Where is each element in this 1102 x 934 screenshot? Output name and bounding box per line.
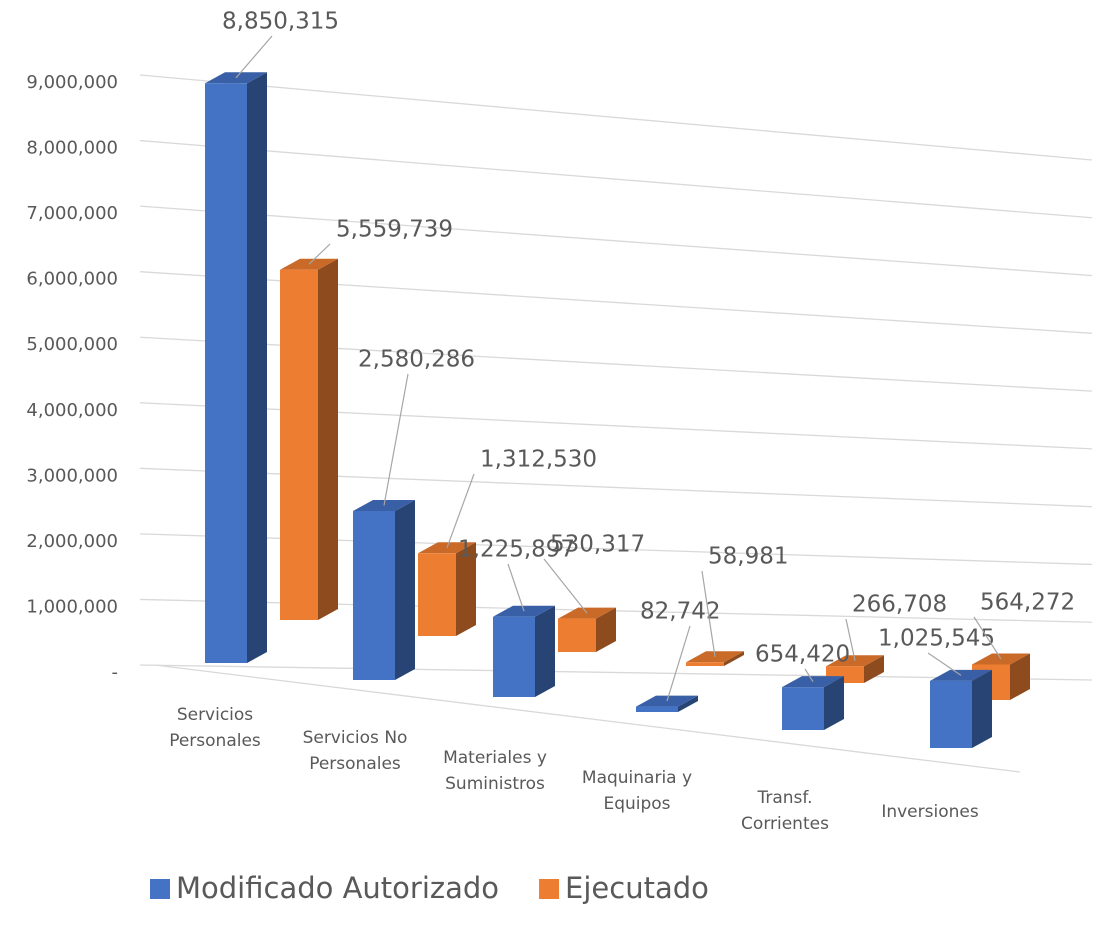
x-tick-label: Servicios [177,705,253,725]
y-tick-label: 1,000,000 [26,596,118,617]
bar [353,510,395,680]
x-tick-label: Corrientes [741,814,829,834]
bar-side [395,499,415,680]
legend-swatch [539,879,560,899]
y-tick-label: - [112,662,119,683]
x-tick-label: Equipos [603,794,670,814]
x-tick-label: Suministros [445,774,545,794]
x-tick-label: Servicios No [303,728,408,748]
bar-side [535,605,555,697]
leader-line [845,618,856,661]
grid-line [139,74,1093,161]
bar-side [724,651,744,666]
legend-label: Modificado Autorizado [176,871,499,905]
bar-side [596,607,616,652]
leader-line [804,668,814,682]
bar-side [1010,653,1030,700]
y-tick-label: 7,000,000 [26,203,118,224]
grid-line [139,664,1093,681]
x-tick-label: Transf. [756,788,812,808]
y-tick-label: 5,000,000 [26,334,118,355]
leader-line [507,563,525,612]
bar [493,616,535,697]
data-label: 266,708 [852,592,947,618]
y-tick-label: 6,000,000 [26,269,118,290]
x-tick-label: Personales [169,731,261,751]
bar [558,618,596,652]
bar [636,706,678,712]
data-label: 2,580,286 [358,347,475,373]
bar-side [824,676,844,730]
y-tick-label: 3,000,000 [26,465,118,486]
leader-line [308,243,331,265]
leader-line [543,558,588,614]
legend-swatch [150,879,170,899]
x-tick-label: Inversiones [881,802,979,822]
data-label: 8,850,315 [222,9,339,35]
bar [782,687,824,730]
data-label: 530,317 [550,532,645,558]
bar [686,662,724,666]
legend-label: Ejecutado [565,871,709,905]
data-label: 654,420 [755,642,850,668]
x-tick-label: Personales [309,754,401,774]
leader-line [973,616,1002,660]
bar-side [678,695,698,712]
bar [418,553,456,636]
bar-side [318,258,338,620]
grid-line [139,139,1093,219]
leader-line [666,625,691,702]
data-label: 564,272 [980,590,1075,616]
leader-line [383,373,409,506]
x-tick-label: Maquinaria y [582,768,692,788]
bar-side [864,655,884,683]
leader-line [235,35,273,79]
y-tick-label: 9,000,000 [26,72,118,93]
data-label: 1,025,545 [878,626,995,652]
bar [930,680,972,748]
data-label: 58,981 [708,544,788,570]
bar [280,269,318,620]
data-label: 1,225,897 [458,537,575,563]
data-label: 5,559,739 [336,217,453,243]
bar [205,83,247,663]
y-tick-label: 2,000,000 [26,531,118,552]
grid-line [139,205,1093,277]
bar-side [456,542,476,636]
x-tick-label: Materiales y [443,748,547,768]
leader-line [927,652,962,676]
y-tick-label: 4,000,000 [26,400,118,421]
y-tick-label: 8,000,000 [26,138,118,159]
floor-edge [154,664,1021,773]
leader-line [446,473,475,549]
bar-side [247,72,267,663]
data-label: 1,312,530 [480,447,597,473]
leader-line [701,570,716,657]
bar-side [972,669,992,748]
